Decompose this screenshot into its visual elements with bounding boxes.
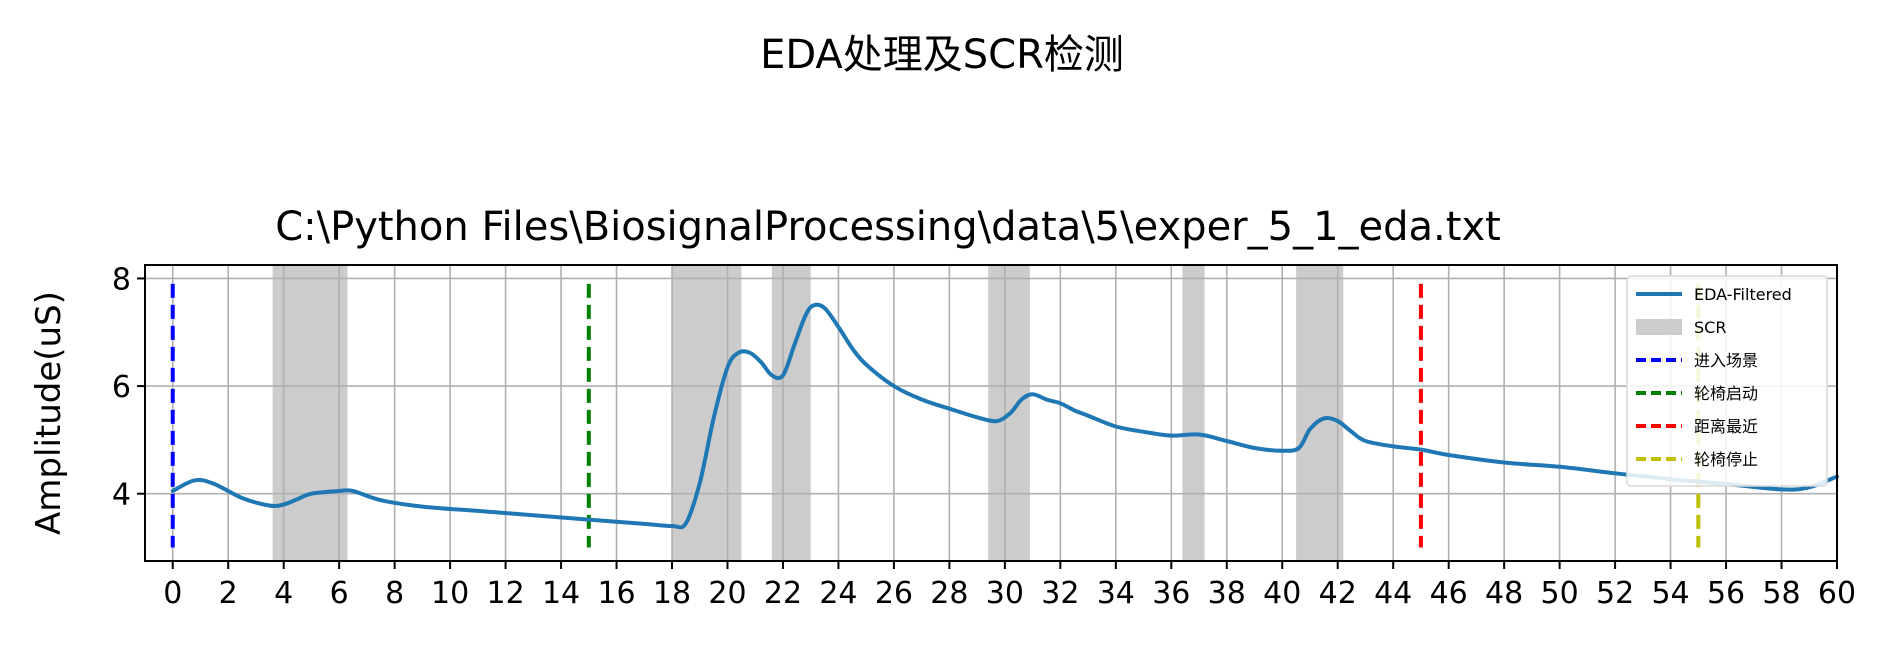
y-tick-label-4: 4 xyxy=(112,478,131,513)
x-tick-label-18: 18 xyxy=(653,576,691,611)
chart-title: C:\Python Files\BiosignalProcessing\data… xyxy=(275,204,1501,250)
scr-region-5 xyxy=(1182,265,1205,561)
scr-region-2 xyxy=(672,265,742,561)
x-tick-label-12: 12 xyxy=(486,576,524,611)
y-tick-label-6: 6 xyxy=(112,370,131,405)
x-tick-label-2: 2 xyxy=(219,576,238,611)
x-tick-label-14: 14 xyxy=(542,576,580,611)
legend-label-3: 进入场景 xyxy=(1694,351,1758,370)
x-tick-label-38: 38 xyxy=(1208,576,1246,611)
x-tick-label-54: 54 xyxy=(1651,576,1689,611)
x-tick-label-52: 52 xyxy=(1596,576,1634,611)
x-tick-label-30: 30 xyxy=(986,576,1024,611)
x-tick-label-50: 50 xyxy=(1541,576,1579,611)
event-lines xyxy=(170,283,1701,548)
x-tick-label-34: 34 xyxy=(1097,576,1135,611)
ticks: 0 2 4 6 8 10 12 14 16 18 20 22 24 26 28 30 32 34 36 38 40 42 4… xyxy=(112,262,1856,611)
scr-region-1 xyxy=(272,265,348,561)
x-tick-label-26: 26 xyxy=(875,576,913,611)
scr-regions xyxy=(272,265,1344,561)
x-tick-label-4: 4 xyxy=(274,576,293,611)
x-tick-label-40: 40 xyxy=(1263,576,1301,611)
x-tick-label-16: 16 xyxy=(597,576,635,611)
x-tick-label-48: 48 xyxy=(1485,576,1523,611)
legend-label-5: 距离最近 xyxy=(1694,417,1758,436)
y-axis-label: Amplitude(uS) xyxy=(29,291,69,535)
axes-frame xyxy=(144,264,1838,562)
x-tick-label-42: 42 xyxy=(1319,576,1357,611)
legend-label-1: EDA-Filtered xyxy=(1694,285,1792,304)
x-tick-label-56: 56 xyxy=(1707,576,1745,611)
x-tick-label-20: 20 xyxy=(708,576,746,611)
series-line-eda-filtered xyxy=(170,302,1839,530)
figure-suptitle: EDA处理及SCR检测 xyxy=(760,32,1124,78)
x-tick-label-10: 10 xyxy=(431,576,469,611)
x-tick-label-44: 44 xyxy=(1374,576,1412,611)
legend-label-4: 轮椅启动 xyxy=(1694,384,1758,403)
x-tick-label-28: 28 xyxy=(930,576,968,611)
x-tick-label-22: 22 xyxy=(764,576,802,611)
x-tick-label-58: 58 xyxy=(1762,576,1800,611)
legend-handle-2 xyxy=(1636,319,1682,335)
y-tick-label-8: 8 xyxy=(112,262,131,297)
x-tick-label-24: 24 xyxy=(819,576,857,611)
scr-region-6 xyxy=(1296,265,1344,561)
x-tick-label-8: 8 xyxy=(385,576,404,611)
legend-label-2: SCR xyxy=(1694,318,1726,337)
x-tick-label-6: 6 xyxy=(330,576,349,611)
x-tick-label-0: 0 xyxy=(163,576,182,611)
x-tick-label-32: 32 xyxy=(1041,576,1079,611)
scr-region-3 xyxy=(771,265,811,561)
x-tick-label-60: 60 xyxy=(1818,576,1856,611)
x-tick-label-36: 36 xyxy=(1152,576,1190,611)
plot-area xyxy=(144,264,1839,562)
x-tick-label-46: 46 xyxy=(1430,576,1468,611)
legend-label-6: 轮椅停止 xyxy=(1694,450,1758,469)
